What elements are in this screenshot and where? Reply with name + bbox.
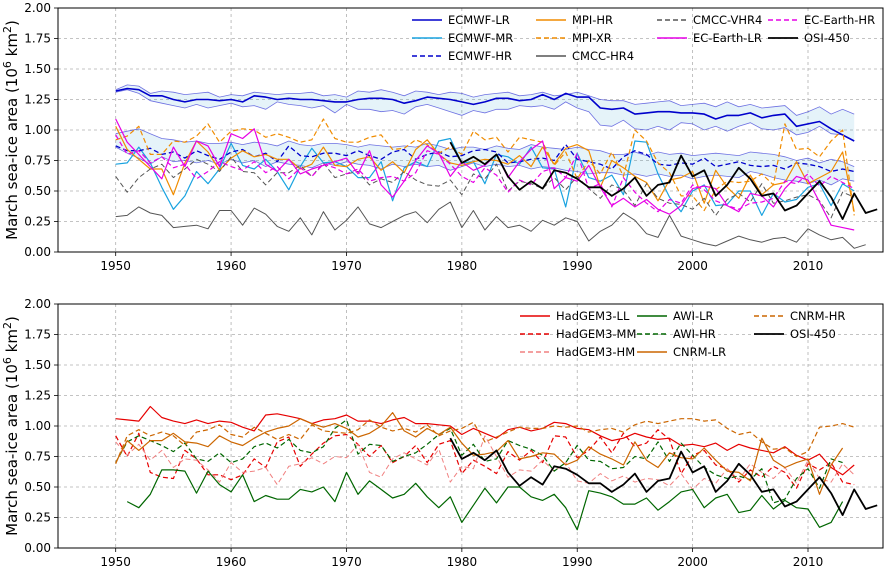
y-axis-label-exponent: 2 xyxy=(1,322,14,329)
y-axis-label-text: km xyxy=(3,329,21,357)
y-tick-label: 1.25 xyxy=(24,389,51,403)
y-tick-label: 1.00 xyxy=(24,123,51,137)
x-tick-label: 1950 xyxy=(100,259,131,273)
y-axis-label-exponent: 6 xyxy=(1,357,14,364)
plot-area xyxy=(115,405,878,531)
y-tick-label: 1.75 xyxy=(24,328,51,342)
legend-label: EC-Earth-HR xyxy=(804,13,875,27)
legend-label: AWI-LR xyxy=(673,309,714,323)
y-tick-label: 0.00 xyxy=(24,245,51,259)
legend-label: HadGEM3-MM xyxy=(556,327,636,341)
series-line-mpi-xr xyxy=(115,118,855,216)
spread-band-upper-edge xyxy=(115,84,855,116)
series-line-awi-lr xyxy=(126,469,844,531)
legend-label: CNRM-LR xyxy=(673,345,726,359)
y-tick-label: 0.75 xyxy=(24,450,51,464)
x-tick-label: 2010 xyxy=(793,259,824,273)
axes-frame xyxy=(57,7,884,253)
plot-area xyxy=(115,84,878,249)
series-line-hadgem3-ll xyxy=(115,405,855,476)
y-tick-label: 1.25 xyxy=(24,93,51,107)
legend-label: EC-Earth-LR xyxy=(693,31,762,45)
chart-panel-1: 0.00 0.25 0.50 0.75 1.00 1.25 1.50 1.75 2.00 1950… xyxy=(1,1,884,273)
legend-label: MPI-XR xyxy=(572,31,612,45)
legend-label: CMCC-VHR4 xyxy=(693,13,762,27)
x-tick-label: 1980 xyxy=(447,259,478,273)
spread-band-lower-edge xyxy=(115,89,855,142)
y-axis-label: March sea-ice area (106 km2) xyxy=(1,316,21,536)
x-tick-label: 1970 xyxy=(331,555,362,566)
y-tick-label: 1.75 xyxy=(24,32,51,46)
x-tick-label: 1970 xyxy=(331,259,362,273)
series-line-osi-450 xyxy=(449,437,878,516)
legend-label: OSI-450 xyxy=(790,327,836,341)
y-tick-label: 0.25 xyxy=(24,511,51,525)
y-axis-label-text: km xyxy=(3,33,21,61)
y-tick-label: 2.00 xyxy=(24,1,51,15)
legend: HadGEM3-LL AWI-LR CNRM-HR HadGEM3-MM AWI-HR O… xyxy=(520,309,845,359)
legend-label: CNRM-HR xyxy=(790,309,845,323)
x-tick-label: 2010 xyxy=(793,555,824,566)
y-tick-label: 1.50 xyxy=(24,62,51,76)
series-line-awi-hr xyxy=(115,419,843,504)
series-line-hadgem3-hm xyxy=(115,435,855,490)
spread-band xyxy=(115,128,855,185)
series-line-ecmwf-lr xyxy=(115,87,855,142)
legend-label: MPI-HR xyxy=(572,13,613,27)
x-tick-label: 2000 xyxy=(677,555,708,566)
legend-label: AWI-HR xyxy=(673,327,716,341)
legend-label: ECMWF-LR xyxy=(448,13,510,27)
y-axis-label-exponent: 6 xyxy=(1,61,14,68)
series-line-ec-earth-lr xyxy=(115,118,855,231)
series-line-ecmwf-mr xyxy=(115,137,855,216)
series-line-cmcc-vhr4 xyxy=(115,156,855,219)
x-tick-label: 1990 xyxy=(562,259,593,273)
y-axis-label-text: March sea-ice area (10 xyxy=(3,364,21,536)
series-line-ecmwf-hr xyxy=(115,143,855,173)
x-tick-label: 1960 xyxy=(216,555,247,566)
y-tick-label: 2.00 xyxy=(24,297,51,311)
series-line-osi-450 xyxy=(449,141,878,220)
y-tick-label: 0.00 xyxy=(24,541,51,555)
legend-label: CMCC-HR4 xyxy=(572,49,634,63)
x-tick-label: 1980 xyxy=(447,555,478,566)
y-axis-label-text: ) xyxy=(3,316,21,322)
legend-label: HadGEM3-LL xyxy=(556,309,630,323)
y-axis-label: March sea-ice area (106 km2) xyxy=(1,20,21,240)
series-line-cmcc-hr4 xyxy=(115,201,866,249)
y-tick-label: 0.50 xyxy=(24,480,51,494)
axes-frame xyxy=(57,303,884,549)
y-tick-label: 1.00 xyxy=(24,419,51,433)
y-tick-label: 0.50 xyxy=(24,184,51,198)
series-line-ec-earth-hr xyxy=(115,134,855,213)
y-axis-label-text: March sea-ice area (10 xyxy=(3,68,21,240)
x-tick-label: 1950 xyxy=(100,555,131,566)
y-tick-label: 1.50 xyxy=(24,358,51,372)
spread-band-lower-edge xyxy=(115,146,855,186)
y-axis-label-text: ) xyxy=(3,20,21,26)
legend-label: OSI-450 xyxy=(804,31,850,45)
series-line-mpi-hr xyxy=(115,126,855,212)
legend: ECMWF-LR MPI-HR CMCC-VHR4 EC-Earth-HR ECMWF-… xyxy=(412,13,875,63)
y-tick-label: 0.75 xyxy=(24,154,51,168)
x-tick-label: 1960 xyxy=(216,259,247,273)
series-line-hadgem3-mm xyxy=(115,429,855,489)
x-tick-label: 1990 xyxy=(562,555,593,566)
legend-label: ECMWF-HR xyxy=(448,49,512,63)
x-tick-label: 2000 xyxy=(677,259,708,273)
legend-label: ECMWF-MR xyxy=(448,31,513,45)
legend-label: HadGEM3-HM xyxy=(556,345,635,359)
y-tick-label: 0.25 xyxy=(24,215,51,229)
series-line-cnrm-hr xyxy=(115,418,855,465)
y-axis-label-exponent: 2 xyxy=(1,26,14,33)
series-line-cnrm-lr xyxy=(115,412,844,495)
chart-panel-2: 0.00 0.25 0.50 0.75 1.00 1.25 1.50 1.75 2.00 1950… xyxy=(1,297,884,566)
